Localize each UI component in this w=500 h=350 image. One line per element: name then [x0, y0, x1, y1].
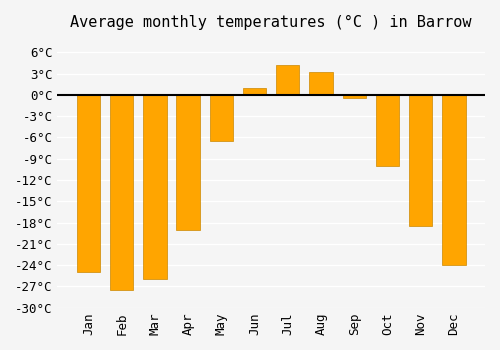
Bar [210, 95, 233, 141]
Bar [409, 95, 432, 226]
Bar [110, 95, 134, 290]
Bar [77, 95, 100, 272]
Bar [376, 95, 399, 166]
Bar [243, 88, 266, 95]
Title: Average monthly temperatures (°C ) in Barrow: Average monthly temperatures (°C ) in Ba… [70, 15, 472, 30]
Bar [176, 95, 200, 230]
Bar [310, 72, 332, 95]
Bar [442, 95, 466, 265]
Bar [276, 65, 299, 95]
Bar [144, 95, 167, 279]
Bar [342, 95, 366, 98]
